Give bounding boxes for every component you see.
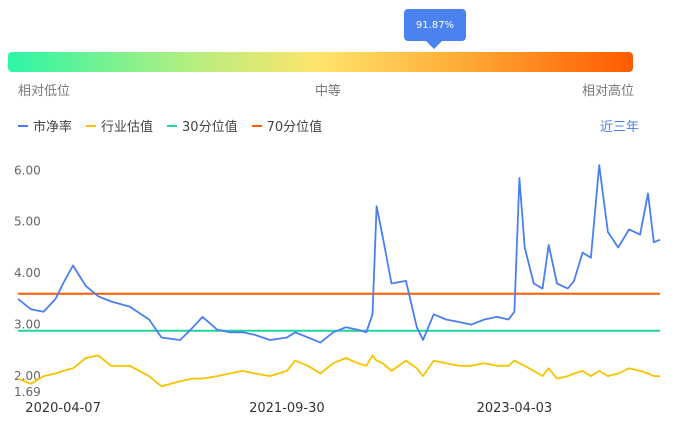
y-min-label: 1.69 [14, 385, 41, 399]
middle-position-label: 中等 [315, 84, 342, 99]
percentile-badge: 91.87% [404, 9, 466, 49]
legend-swatch-p30 [167, 124, 178, 127]
legend-label-industry: 行业估值 [101, 120, 154, 135]
series-line-industry [17, 354, 660, 388]
legend-item-pb[interactable]: 市净率 [18, 116, 72, 135]
legend-label-pb: 市净率 [33, 120, 73, 135]
x-tick-label-0: 2020-04-07 [25, 401, 101, 416]
y-tick-label-2: 4.00 [14, 266, 41, 280]
y-tick-label-1: 5.00 [14, 215, 41, 229]
x-tick-label-2: 2023-04-03 [477, 401, 553, 416]
percentile-gradient-bar [8, 52, 633, 72]
legend-swatch-pb [18, 124, 28, 127]
low-position-label: 相对低位 [18, 84, 71, 99]
y-tick-label-3: 3.00 [14, 318, 41, 332]
legend-label-p30: 30分位值 [182, 120, 238, 135]
legend-swatch-industry [86, 124, 97, 127]
legend-label-p70: 70分位值 [266, 120, 323, 135]
legend-swatch-p70 [251, 124, 262, 127]
percentile-value: 91.87% [415, 19, 455, 31]
legend-item-industry[interactable]: 行业估值 [86, 116, 153, 135]
y-tick-label-0: 6.00 [14, 163, 41, 177]
x-tick-label-1: 2021-09-30 [249, 401, 325, 416]
high-position-label: 相对高位 [582, 84, 635, 99]
chart-legend: 市净率 行业估值 30分位值 70分位值 [18, 116, 322, 135]
series-line-pb [17, 164, 661, 344]
range-selector-3y[interactable]: 近三年 [600, 120, 640, 135]
legend-item-p30[interactable]: 30分位值 [167, 116, 238, 135]
legend-item-p70[interactable]: 70分位值 [251, 116, 323, 135]
